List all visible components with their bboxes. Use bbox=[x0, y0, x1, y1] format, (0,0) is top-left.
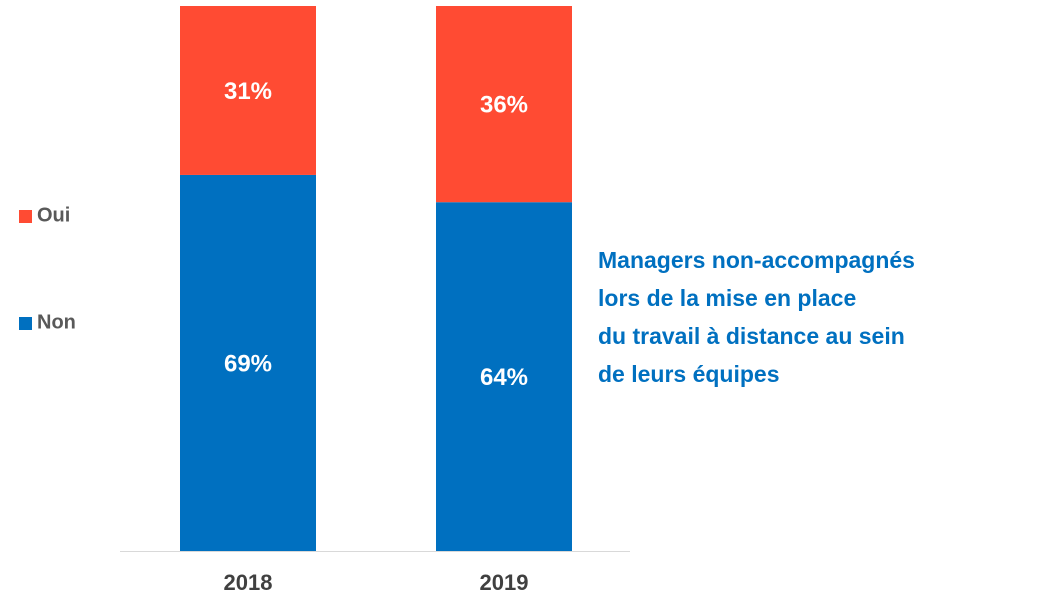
value-label: 64% bbox=[480, 364, 528, 391]
legend-label: Non bbox=[37, 311, 76, 333]
value-label: 69% bbox=[224, 350, 272, 377]
bar-segment bbox=[436, 202, 572, 551]
bar-segment bbox=[180, 6, 316, 175]
x-tick-label: 2019 bbox=[480, 570, 529, 595]
value-label: 36% bbox=[480, 91, 528, 118]
legend-swatch bbox=[19, 317, 32, 330]
annotation: de leurs équipes bbox=[598, 361, 780, 387]
bar-segment bbox=[180, 174, 316, 551]
legend-swatch bbox=[19, 210, 32, 223]
annotation: lors de la mise en place bbox=[598, 285, 856, 311]
x-tick-label: 2018 bbox=[224, 570, 273, 595]
bar-segment bbox=[436, 6, 572, 203]
annotation: Managers non-accompagnés bbox=[598, 247, 915, 273]
value-label: 31% bbox=[224, 78, 272, 105]
annotation: du travail à distance au sein bbox=[598, 323, 905, 349]
legend-label: Oui bbox=[37, 204, 70, 226]
